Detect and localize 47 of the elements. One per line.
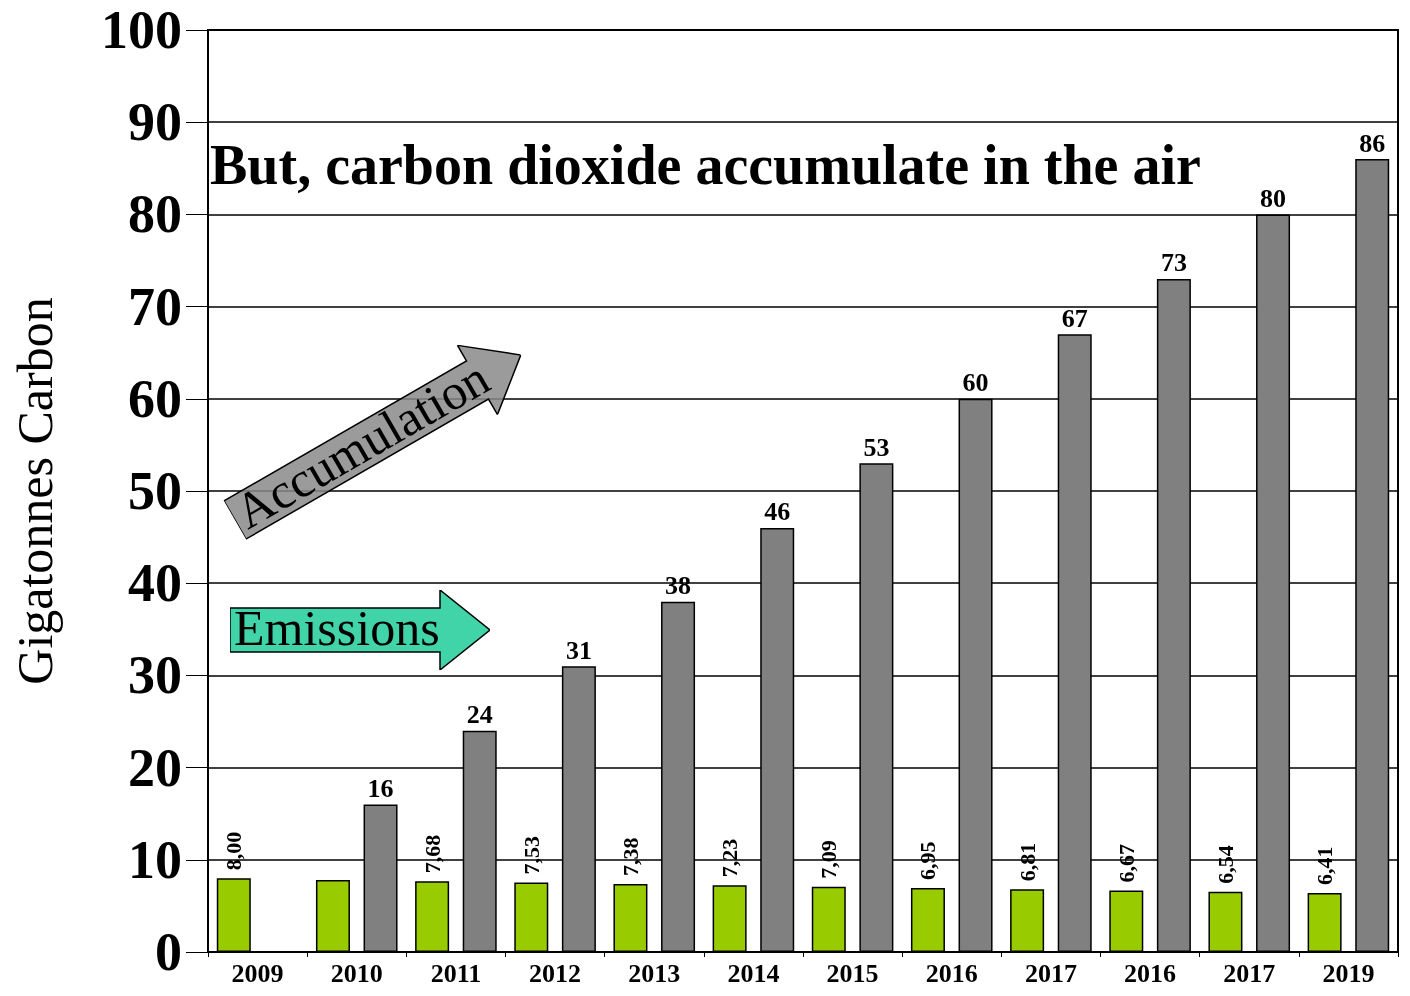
data-label: 7,53 — [518, 836, 544, 875]
y-tick-label: 10 — [128, 829, 182, 890]
x-tick-label: 2016 — [925, 958, 978, 988]
text: But, carbon dioxide accumulate in the air — [210, 134, 1201, 196]
x-tick-label: 2019 — [1322, 958, 1375, 988]
y-tick-label: 40 — [128, 553, 182, 614]
y-tick-label: 50 — [128, 461, 182, 521]
data-label: 7,68 — [419, 834, 445, 874]
data-label: 53 — [863, 432, 890, 462]
x-tick-label: 2017 — [1223, 958, 1276, 988]
y-tick-label: 70 — [128, 276, 182, 337]
y-tick-label: 90 — [128, 92, 182, 153]
legend-label: Emissions — [234, 599, 440, 658]
data-label: 8,00 — [221, 831, 247, 871]
data-label: 24 — [466, 700, 493, 730]
x-tick-label: 2013 — [628, 958, 681, 988]
data-label: 86 — [1359, 128, 1386, 158]
y-tick-label: 80 — [128, 184, 182, 245]
y-tick-label: 100 — [101, 0, 182, 60]
data-label: 6,95 — [915, 841, 941, 880]
data-label: 6,81 — [1014, 842, 1040, 882]
data-label: 6,67 — [1113, 844, 1139, 883]
data-label: 7,38 — [617, 837, 643, 876]
data-label: 80 — [1260, 183, 1287, 213]
x-tick-label: 2015 — [826, 958, 879, 988]
data-label: 67 — [1061, 303, 1088, 333]
data-label: 46 — [764, 497, 791, 527]
x-tick-label: 2009 — [231, 958, 284, 988]
x-tick-label: 2014 — [727, 958, 780, 988]
x-tick-label: 2011 — [430, 958, 482, 988]
y-axis-title: Gigatonnes Carbon — [7, 297, 63, 685]
x-tick-label: 2010 — [330, 958, 383, 988]
data-label: 31 — [565, 635, 592, 665]
y-tick-label: 20 — [128, 737, 182, 798]
y-tick-label: 0 — [155, 922, 182, 982]
x-tick-label: 2016 — [1124, 958, 1177, 988]
data-label: 7,09 — [816, 840, 842, 879]
data-label: 16 — [367, 773, 394, 803]
data-label: 6,41 — [1312, 846, 1338, 885]
x-tick-label: 2012 — [529, 958, 582, 988]
data-label: 73 — [1160, 248, 1187, 278]
x-tick-label: 2017 — [1024, 958, 1077, 988]
data-label: 6,54 — [1212, 845, 1238, 884]
data-label: 7,23 — [717, 838, 743, 878]
data-label: 60 — [962, 368, 989, 398]
y-tick-label: 30 — [128, 645, 182, 706]
y-tick-label: 60 — [128, 368, 182, 429]
